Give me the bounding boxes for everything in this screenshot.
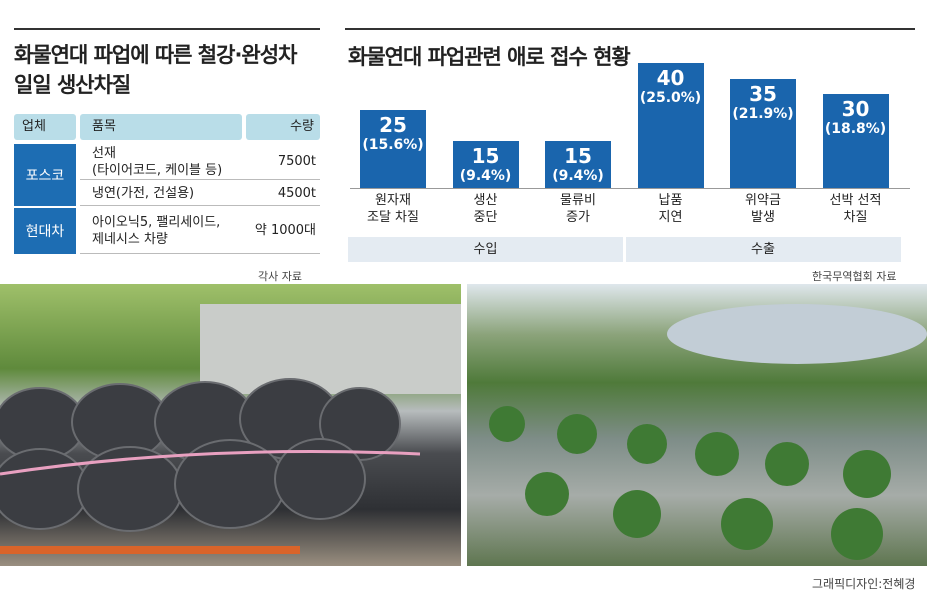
table-cell: 선재 (타이어코드, 케이블 등) (80, 144, 246, 180)
share-label: (18.8%) (824, 121, 887, 138)
table-header: 품목 (80, 114, 242, 140)
table-company: 포스코 (14, 144, 76, 206)
share-label: (21.9%) (732, 105, 794, 122)
left-title: 화물연대 파업에 따른 철강·완성차 일일 생산차질 (14, 43, 297, 97)
trees (489, 406, 891, 560)
x-tick-label: 위약금 발생 (745, 193, 781, 225)
x-tick-label: 물류비 증가 (560, 193, 596, 225)
credit: 그래픽디자인:전혜경 (812, 577, 916, 591)
baseline (350, 188, 910, 189)
rule (345, 28, 915, 30)
x-tick-label: 생산 중단 (473, 193, 498, 225)
table: 업체 품목 수량 선재 (타이어코드, 케이블 등) 7500t 냉연(가전, 건설… (14, 114, 320, 260)
strap (0, 450, 421, 476)
share-label: (9.4%) (552, 168, 604, 185)
table-header: 수량 (246, 114, 320, 140)
table-company: 현대차 (14, 208, 76, 254)
share-label: (9.4%) (459, 168, 512, 185)
bar (637, 63, 704, 188)
photo-illustration (0, 304, 461, 554)
table-cell: 냉연(가전, 건설용) (80, 182, 246, 206)
pallet (0, 546, 300, 554)
bar (730, 78, 796, 188)
value-label: 30 (841, 97, 870, 122)
group-label: 수출 (625, 237, 901, 262)
chart-title: 화물연대 파업관련 애로 접수 현황 (348, 45, 631, 69)
table-cell: 7500t (246, 144, 320, 180)
photo-illustration (489, 304, 927, 560)
value-label: 15 (471, 144, 500, 169)
value-label: 35 (749, 81, 777, 106)
source: 각사 자료 (258, 270, 302, 283)
chart: 25 (15.6%) 원자재 조달 차질 15 (9.4%) 생산 중단 15 (9.4%) 물… (0, 0, 927, 270)
group-label: 수입 (348, 237, 623, 262)
bar (822, 94, 889, 188)
building (200, 304, 461, 394)
x-tick-label: 선박 선적 차질 (829, 193, 882, 225)
photo-car-parking (467, 284, 927, 566)
bar (545, 141, 611, 188)
stadium (667, 304, 927, 364)
coils (0, 378, 401, 532)
photo-steel-coils (0, 284, 461, 566)
table-cell: 4500t (246, 182, 320, 206)
rule (14, 28, 320, 30)
value-label: 40 (656, 66, 685, 91)
table-header: 업체 (14, 114, 76, 140)
value-label: 25 (379, 113, 407, 137)
bar (452, 141, 519, 188)
x-tick-label: 납품 지연 (658, 193, 683, 225)
share-label: (25.0%) (639, 90, 702, 107)
table-cell: 약 1000대 (246, 208, 320, 254)
source: 한국무역협회 자료 (812, 270, 897, 283)
x-tick-label: 원자재 조달 차질 (367, 193, 419, 225)
value-label: 15 (564, 144, 592, 169)
share-label: (15.6%) (362, 137, 424, 153)
table-cell: 아이오닉5, 팰리세이드, 제네시스 차량 (80, 208, 246, 254)
bar (360, 110, 426, 188)
